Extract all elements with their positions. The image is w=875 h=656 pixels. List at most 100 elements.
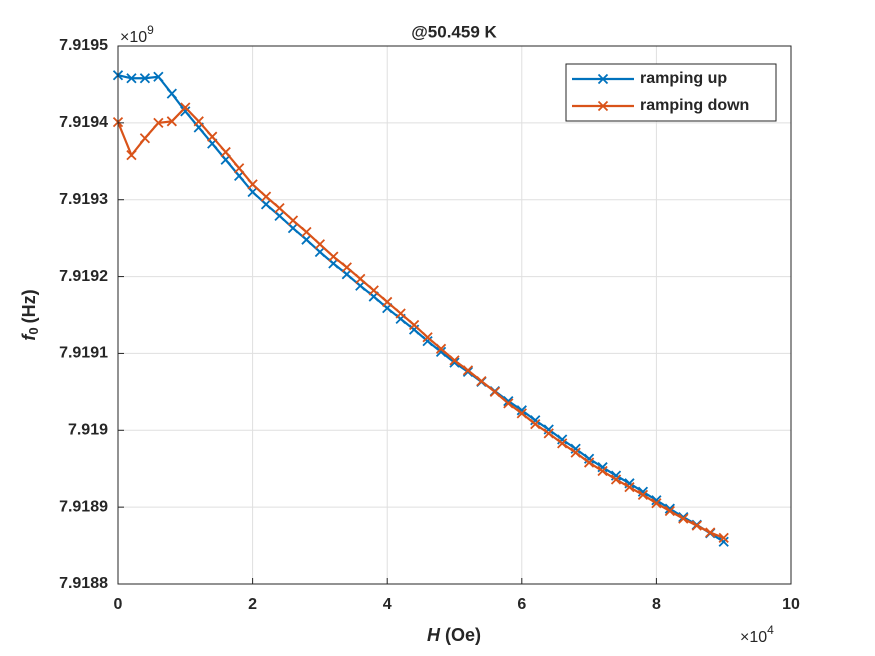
- y-tick-label: 7.9191: [59, 345, 108, 362]
- chart-title: @50.459 K: [411, 22, 497, 41]
- marker: [557, 438, 568, 449]
- marker: [449, 357, 460, 368]
- marker: [691, 520, 702, 531]
- marker: [462, 365, 474, 376]
- marker: [368, 285, 379, 296]
- marker: [489, 386, 501, 397]
- marker: [503, 398, 514, 409]
- marker: [583, 457, 595, 468]
- y-tick-label: 7.9189: [59, 498, 108, 515]
- legend-marker: [597, 73, 609, 85]
- marker: [153, 117, 164, 128]
- marker: [395, 308, 406, 319]
- marker: [341, 262, 352, 273]
- y-tick-label: 7.9192: [59, 268, 108, 285]
- marker: [530, 415, 541, 426]
- marks: [112, 70, 729, 547]
- marker: [260, 191, 272, 202]
- marker: [355, 273, 366, 285]
- y-tick-label: 7.9193: [59, 191, 108, 208]
- marker: [624, 482, 635, 493]
- marker: [153, 71, 164, 82]
- marker: [516, 405, 527, 416]
- series-line: [116, 105, 725, 539]
- marker: [637, 486, 649, 497]
- marker: [570, 447, 581, 458]
- marker: [651, 495, 662, 506]
- series-line: [117, 74, 725, 543]
- marker: [301, 234, 312, 245]
- axes-box: [117, 45, 792, 585]
- marker: [516, 408, 527, 419]
- y-axis-label: f0 (Hz): [19, 289, 42, 340]
- marker: [234, 163, 245, 174]
- marker: [139, 73, 151, 84]
- marker: [435, 346, 447, 358]
- y-label-symbol: f: [19, 333, 39, 341]
- x-tick-label: 2: [248, 596, 257, 613]
- marker: [247, 186, 258, 198]
- marker: [422, 335, 433, 347]
- y-tick-label: 7.919: [68, 422, 108, 439]
- marker: [408, 319, 420, 331]
- x-axis-label: H (Oe): [427, 625, 481, 645]
- marker: [314, 246, 326, 258]
- y-multiplier-power: 9: [147, 23, 154, 37]
- marker: [193, 116, 204, 127]
- y-label-unit: (Hz): [19, 289, 39, 323]
- x-multiplier: ×104: [740, 623, 774, 646]
- legend-marker: [597, 100, 609, 112]
- marker: [180, 106, 191, 117]
- marker: [274, 203, 285, 214]
- marker: [247, 179, 258, 190]
- marker: [543, 428, 554, 439]
- x-multiplier-power: 4: [767, 623, 774, 637]
- x-tick-label: 4: [383, 596, 392, 613]
- y-tick-label: 7.9195: [59, 37, 108, 54]
- marker: [718, 536, 729, 547]
- marker: [610, 474, 622, 485]
- x-label-unit: (Oe): [445, 625, 481, 645]
- legend-label: ramping up: [640, 70, 727, 87]
- legend: ramping up ramping down: [565, 63, 777, 122]
- y-multiplier: ×109: [120, 23, 154, 46]
- plot-area: [118, 46, 791, 584]
- y-label-subscript: 0: [26, 327, 41, 334]
- x-tick-label: 10: [782, 596, 800, 613]
- marker: [705, 527, 716, 538]
- marker: [166, 116, 177, 127]
- marker: [476, 375, 487, 387]
- legend-label: ramping down: [640, 97, 749, 114]
- marker: [678, 513, 689, 524]
- marker: [287, 215, 299, 226]
- marker: [449, 355, 460, 366]
- marker: [557, 434, 568, 445]
- marker: [328, 251, 339, 262]
- marker: [637, 489, 649, 500]
- marker: [597, 465, 608, 477]
- y-tick-label: 7.9188: [59, 575, 108, 592]
- marker: [530, 419, 541, 430]
- marker: [382, 296, 393, 308]
- marker: [583, 453, 595, 464]
- marker: [126, 73, 137, 84]
- marker: [287, 223, 299, 234]
- marker: [422, 332, 433, 343]
- x-label-symbol: H: [427, 625, 441, 645]
- marker: [301, 226, 312, 238]
- marker: [260, 199, 272, 210]
- marker: [126, 150, 137, 161]
- x-tick-label: 6: [517, 596, 526, 613]
- x-tick-label: 8: [652, 596, 661, 613]
- marker: [220, 146, 231, 158]
- marker: [139, 133, 151, 144]
- marker: [651, 498, 662, 509]
- legend-box: [565, 63, 777, 122]
- marker: [503, 395, 514, 407]
- marker: [166, 88, 177, 99]
- marker: [207, 131, 218, 142]
- x-tick-label: 0: [114, 596, 123, 613]
- marker: [435, 343, 447, 354]
- marker: [274, 210, 285, 221]
